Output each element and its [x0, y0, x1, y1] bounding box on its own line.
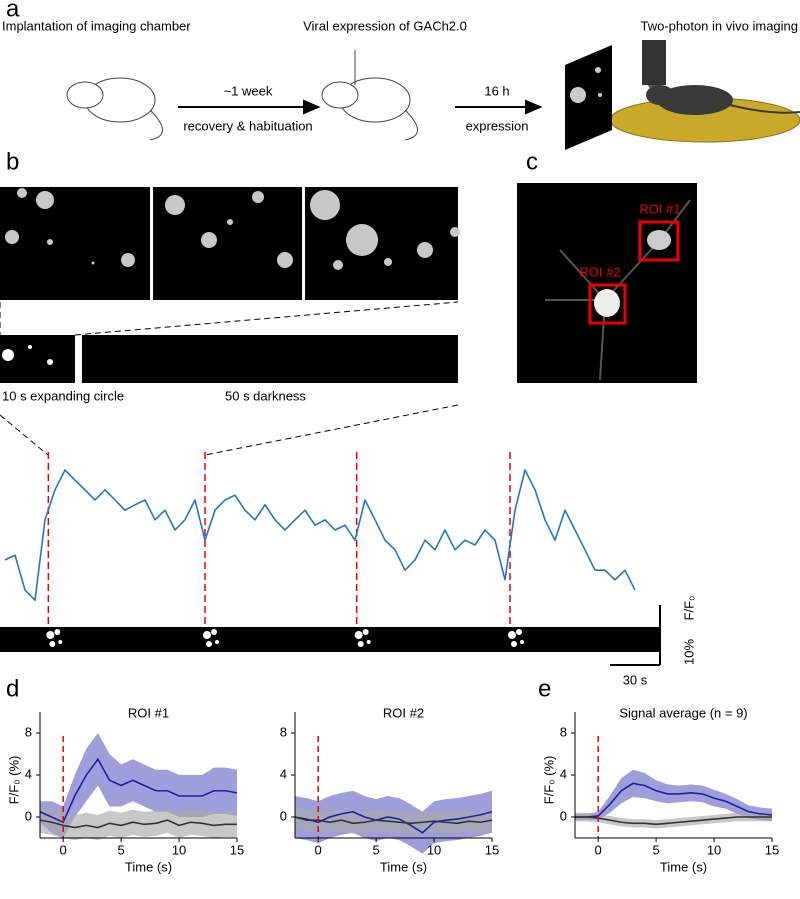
roi-label: ROI #2: [579, 264, 620, 279]
error-band: [575, 769, 772, 822]
y-tick-label: 0: [280, 808, 287, 823]
step-label: Two-photon in vivo imaging: [640, 18, 798, 33]
x-tick-label: 5: [653, 842, 660, 857]
stimulus-icon: [511, 641, 517, 647]
arrow-label: ~1 week: [224, 83, 273, 98]
mean-line: [575, 782, 773, 818]
x-tick-label: 0: [60, 842, 67, 857]
stimulus-icon: [508, 631, 516, 639]
chart-title: Signal average (n = 9): [619, 705, 747, 720]
x-tick-label: 15: [485, 842, 499, 857]
error-band: [575, 812, 772, 829]
panel-label: c: [526, 148, 538, 175]
stimulus-icon: [203, 631, 211, 639]
microscopy-image: [517, 183, 697, 383]
panel-label: e: [538, 675, 551, 702]
scale-label: 30 s: [623, 672, 648, 687]
panel-label: b: [6, 148, 19, 175]
stimulus-icon: [211, 629, 217, 635]
roi-label: ROI #1: [639, 201, 680, 216]
mean-line: [294, 816, 493, 825]
trace-line: [4, 469, 636, 601]
x-axis-label: Time (s): [125, 859, 172, 874]
zoom-line: [0, 301, 459, 456]
stimulus-icon: [49, 641, 56, 647]
x-tick-label: 0: [595, 842, 602, 857]
mean-line: [39, 819, 237, 829]
stimulus-icon: [362, 629, 369, 635]
stimulus-icon: [354, 631, 363, 639]
y-tick-label: 8: [280, 724, 287, 739]
x-tick-label: 10: [427, 842, 441, 857]
y-tick-label: 4: [25, 766, 32, 781]
arrow-label: expression: [466, 118, 529, 133]
arrow-label: 16 h: [484, 83, 509, 98]
x-axis-label: Time (s): [660, 859, 707, 874]
stimulus-icon: [357, 641, 364, 647]
stimulus-frames: [0, 187, 460, 383]
step-label: Implantation of imaging chamber: [2, 18, 191, 33]
y-tick-label: 4: [560, 766, 567, 781]
y-axis-label: F/F₀ (%): [541, 756, 556, 805]
mean-line: [294, 810, 493, 834]
stimulus-bar: [0, 627, 660, 652]
chart-title: ROI #1: [128, 705, 169, 720]
y-axis-label: F/F₀ (%): [6, 756, 21, 805]
x-tick-label: 15: [230, 842, 244, 857]
stimulus-icon: [520, 640, 524, 644]
panel-label: d: [6, 675, 19, 702]
mean-line: [39, 757, 238, 824]
caption: 50 s darkness: [225, 388, 306, 403]
imaging-setup: [565, 40, 800, 150]
y-tick-label: 4: [280, 766, 287, 781]
arrow: [178, 99, 543, 115]
y-tick-label: 0: [560, 808, 567, 823]
x-tick-label: 5: [118, 842, 125, 857]
x-tick-label: 15: [765, 842, 779, 857]
caption: 10 s expanding circle: [2, 388, 124, 403]
stimulus-icon: [206, 641, 212, 647]
y-tick-label: 0: [25, 808, 32, 823]
arrow-label: recovery & habituation: [183, 118, 312, 133]
x-tick-label: 10: [172, 842, 186, 857]
x-tick-label: 5: [373, 842, 380, 857]
stimulus-icon: [215, 640, 219, 644]
y-tick-label: 8: [25, 724, 32, 739]
mean-line: [575, 816, 772, 826]
y-tick-label: 8: [560, 724, 567, 739]
scale-label: 10%: [681, 639, 696, 665]
stimulus-icon: [516, 629, 522, 635]
stimulus-icon: [54, 629, 61, 635]
x-tick-label: 10: [707, 842, 721, 857]
stimulus-icon: [58, 640, 63, 644]
panel-label: a: [6, 0, 20, 22]
mouse-icon: [66, 50, 418, 141]
stimulus-icon: [366, 640, 371, 644]
step-label: Viral expression of GACh2.0: [303, 18, 467, 33]
stimulus-icon: [46, 631, 55, 639]
x-tick-label: 0: [315, 842, 322, 857]
x-axis-label: Time (s): [380, 859, 427, 874]
axis-label: F/F₀: [681, 596, 696, 621]
chart-title: ROI #2: [383, 705, 424, 720]
